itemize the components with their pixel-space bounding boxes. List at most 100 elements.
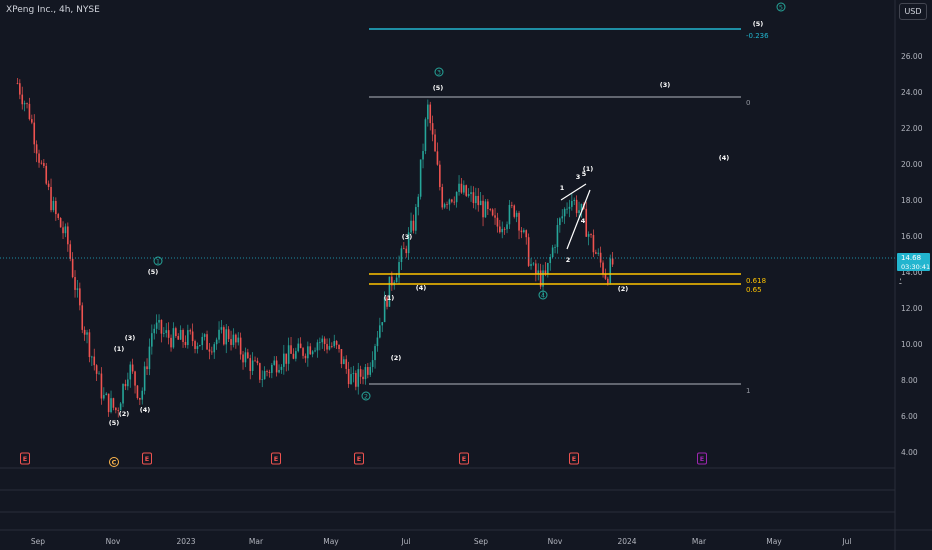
candle-body xyxy=(547,262,549,275)
circle-wave-labels[interactable]: 1 2 3 4 5 xyxy=(153,2,786,401)
candle-body xyxy=(475,195,477,204)
candle-body xyxy=(304,355,307,359)
candle-body xyxy=(33,122,36,145)
fib-levels[interactable]: -0.236 0 0.618 0.65 1 xyxy=(0,28,895,395)
time-tick: Sep xyxy=(31,537,45,546)
wave-circle: 3 xyxy=(437,69,441,77)
candle-body xyxy=(446,204,448,205)
candle-body xyxy=(323,338,326,345)
candle-body xyxy=(64,226,67,234)
candle-body xyxy=(539,270,542,287)
earnings-label: E xyxy=(572,455,576,463)
time-axis[interactable]: Sep Nov 2023 Mar May Jul Sep Nov 2024 Mar May Jul xyxy=(31,537,852,546)
wedge-drawing[interactable] xyxy=(560,183,591,250)
candle-body xyxy=(117,410,120,411)
candle-body xyxy=(338,344,340,350)
wave-circle: 1 xyxy=(156,258,160,266)
candle-body xyxy=(211,351,213,353)
candle-body xyxy=(100,373,103,399)
price-axis[interactable]: 26.00 24.00 22.00 20.00 18.00 16.00 14.00 12.00… xyxy=(901,52,923,457)
candle-body xyxy=(314,350,316,352)
candle-body xyxy=(374,346,376,361)
candle-body xyxy=(511,204,513,206)
price-tick: 10.00 xyxy=(901,340,923,349)
candle-body xyxy=(283,353,285,367)
candle-body xyxy=(160,319,163,334)
candle-body xyxy=(448,199,451,205)
candle-body xyxy=(247,352,249,359)
candle-body xyxy=(321,338,324,343)
candle-body xyxy=(369,366,372,375)
candle-body xyxy=(40,162,43,164)
earnings-label: E xyxy=(700,455,704,463)
time-tick: 2023 xyxy=(176,537,195,546)
candle-body xyxy=(566,208,568,210)
candle-body xyxy=(364,367,367,380)
candle-body xyxy=(359,369,362,377)
candle-body xyxy=(16,83,19,84)
time-tick: May xyxy=(766,537,782,546)
candle-body xyxy=(465,185,468,196)
candle-body xyxy=(285,353,288,364)
time-tick: Sep xyxy=(474,537,488,546)
candle-body xyxy=(122,384,124,404)
price-tick: 20.00 xyxy=(901,160,923,169)
wave-labels[interactable]: (5) (1) (3) (5) (2) (4) (1) (2) (3) (4) … xyxy=(109,20,763,427)
candle-body xyxy=(482,200,484,218)
candle-body xyxy=(575,199,578,214)
candle-body xyxy=(530,264,532,266)
candle-body xyxy=(427,104,429,120)
candle-body xyxy=(172,328,175,348)
candle-body xyxy=(299,343,302,349)
candle-body xyxy=(549,257,552,263)
wave-label: (5) xyxy=(109,419,119,427)
wave-label: (1) xyxy=(114,345,124,353)
candle-body xyxy=(107,393,110,413)
wave-label: (5) xyxy=(433,84,443,92)
wave-label: (1) xyxy=(583,165,593,173)
candle-body xyxy=(139,397,141,400)
event-markers[interactable]: E E E E E E EC xyxy=(20,452,707,467)
candle-body xyxy=(215,339,218,345)
candle-body xyxy=(494,215,496,218)
wave-label: 3 xyxy=(576,173,581,181)
time-tick: May xyxy=(323,537,339,546)
candle-body xyxy=(501,228,504,233)
candle-body xyxy=(467,194,470,196)
wave-label: 5 xyxy=(582,170,587,178)
candle-body xyxy=(196,346,199,349)
candle-body xyxy=(62,227,64,234)
wave-circle: 2 xyxy=(364,393,368,401)
candle-body xyxy=(105,393,108,396)
candle-body xyxy=(191,331,194,342)
candle-body xyxy=(597,252,600,254)
candle-body xyxy=(573,199,576,201)
candle-body xyxy=(578,210,580,214)
wave-label: (2) xyxy=(391,354,401,362)
candle-body xyxy=(249,358,252,371)
candle-body xyxy=(381,322,384,326)
candle-body xyxy=(151,333,153,347)
wave-label: (5) xyxy=(148,268,158,276)
wave-label: (4) xyxy=(416,284,426,292)
candle-body xyxy=(383,297,386,323)
price-tick: 12.00 xyxy=(901,304,923,313)
candle-body xyxy=(43,163,45,166)
candle-body xyxy=(251,360,254,371)
currency-button[interactable]: USD xyxy=(899,3,927,20)
candle-body xyxy=(439,164,441,188)
candle-body xyxy=(523,230,525,233)
candle-body xyxy=(362,376,364,380)
candle-body xyxy=(182,329,184,342)
candle-body xyxy=(503,228,506,230)
candle-body xyxy=(170,337,172,348)
time-tick: 2024 xyxy=(617,537,636,546)
wave-label: 4 xyxy=(581,217,586,225)
candle-body xyxy=(453,201,456,203)
candle-body xyxy=(489,209,492,210)
candle-body xyxy=(256,360,259,364)
candle-body xyxy=(544,270,547,275)
wave-label: (2) xyxy=(119,410,129,418)
